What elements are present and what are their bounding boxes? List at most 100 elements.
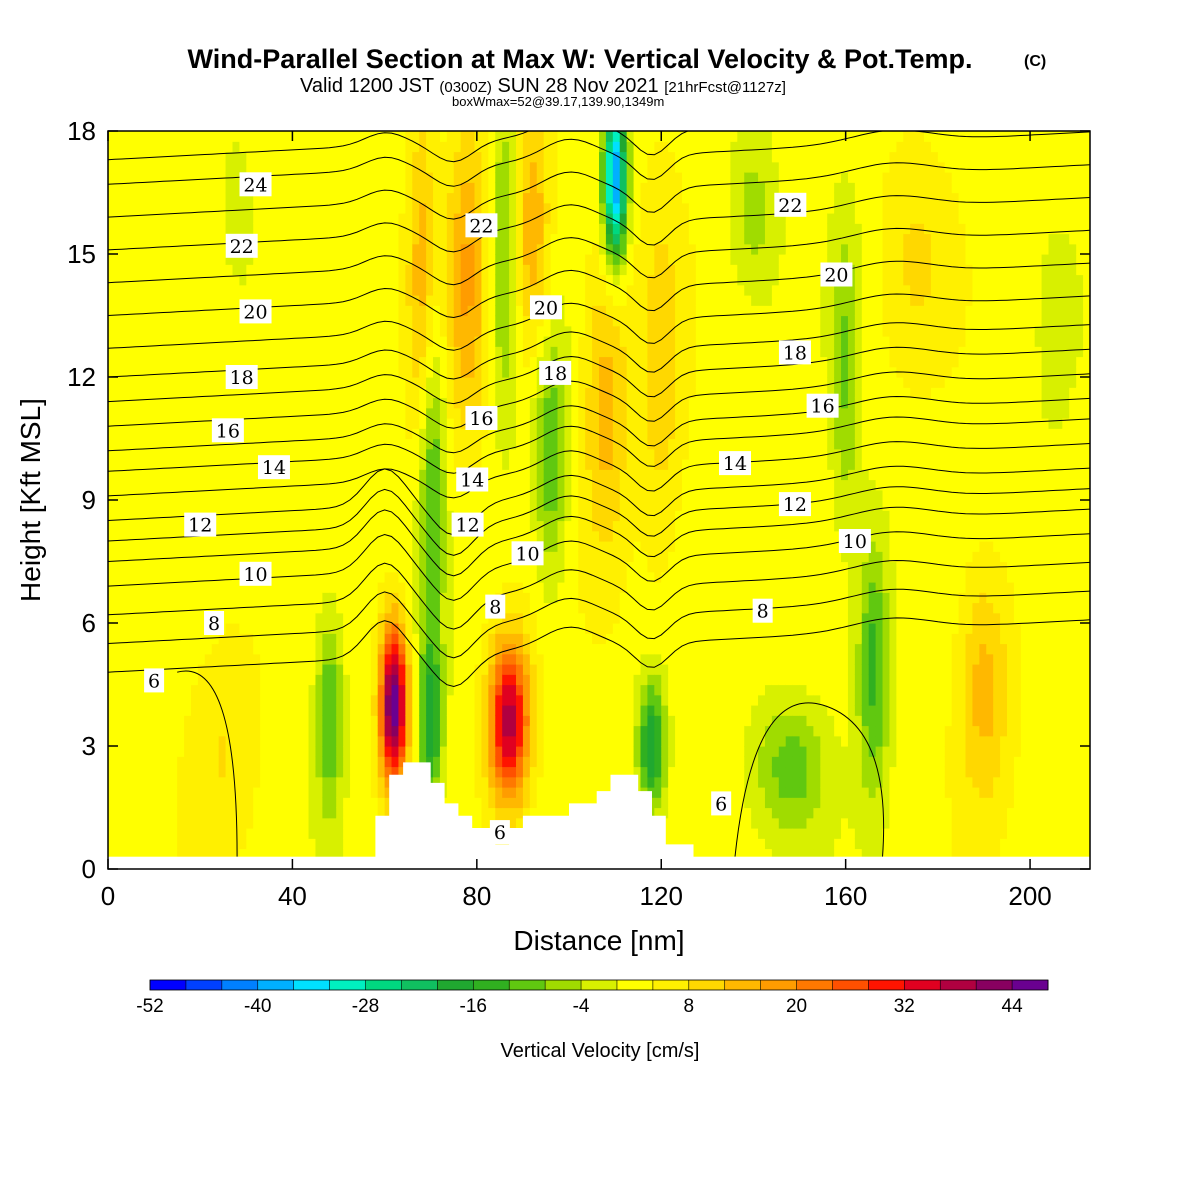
heatmap-cell bbox=[439, 131, 448, 142]
heatmap-cell bbox=[536, 418, 545, 429]
heatmap-cell bbox=[108, 233, 116, 245]
heatmap-cell bbox=[363, 817, 372, 829]
heatmap-cell bbox=[170, 807, 178, 819]
heatmap-cell bbox=[453, 438, 462, 450]
heatmap-cell bbox=[239, 161, 247, 173]
heatmap-cell bbox=[322, 489, 330, 501]
heatmap-cell bbox=[218, 141, 227, 153]
heatmap-cell bbox=[543, 479, 552, 491]
heatmap-cell bbox=[322, 336, 330, 347]
heatmap-cell bbox=[267, 264, 275, 276]
heatmap-cell bbox=[149, 633, 158, 645]
heatmap-cell bbox=[197, 489, 206, 501]
heatmap-cell bbox=[114, 756, 123, 768]
heatmap-cell bbox=[426, 418, 434, 429]
heatmap-cell bbox=[218, 448, 227, 460]
heatmap-cell bbox=[522, 705, 531, 716]
heatmap-cell bbox=[377, 561, 386, 573]
heatmap-cell bbox=[301, 469, 310, 481]
heatmap-cell bbox=[135, 561, 144, 573]
heatmap-cell bbox=[467, 202, 476, 214]
heatmap-cell bbox=[253, 776, 261, 788]
heatmap-cell bbox=[350, 674, 358, 686]
heatmap-cell bbox=[543, 448, 552, 460]
heatmap-cell bbox=[135, 448, 144, 460]
heatmap-cell bbox=[142, 448, 151, 460]
heatmap-cell bbox=[419, 623, 427, 634]
heatmap-cell bbox=[246, 735, 254, 747]
heatmap-cell bbox=[446, 664, 455, 675]
heatmap-cell bbox=[329, 664, 337, 675]
heatmap-cell bbox=[294, 633, 303, 645]
heatmap-cell bbox=[384, 623, 393, 634]
heatmap-cell bbox=[419, 664, 427, 675]
heatmap-cell bbox=[495, 571, 503, 583]
heatmap-cell bbox=[522, 284, 531, 296]
heatmap-cell bbox=[204, 797, 213, 809]
heatmap-cell bbox=[446, 448, 455, 460]
heatmap-cell bbox=[516, 725, 524, 737]
heatmap-cell bbox=[446, 582, 455, 593]
heatmap-cell bbox=[135, 797, 144, 809]
heatmap-cell bbox=[509, 489, 517, 501]
heatmap-cell bbox=[114, 807, 123, 819]
heatmap-cell bbox=[488, 274, 496, 286]
heatmap-cell bbox=[405, 459, 413, 470]
heatmap-cell bbox=[557, 418, 566, 429]
heatmap-cell bbox=[308, 243, 317, 255]
heatmap-cell bbox=[426, 489, 434, 501]
heatmap-cell bbox=[474, 541, 483, 552]
heatmap-cell bbox=[128, 746, 137, 757]
heatmap-cell bbox=[114, 500, 123, 511]
heatmap-cell bbox=[522, 612, 531, 624]
heatmap-cell bbox=[246, 356, 254, 368]
heatmap-cell bbox=[170, 407, 178, 419]
heatmap-cell bbox=[536, 694, 545, 706]
heatmap-cell bbox=[128, 305, 137, 317]
heatmap-cell bbox=[509, 325, 517, 337]
heatmap-cell bbox=[426, 438, 434, 450]
heatmap-cell bbox=[128, 448, 137, 460]
heatmap-cell bbox=[453, 356, 462, 368]
heatmap-cell bbox=[246, 715, 254, 727]
heatmap-cell bbox=[267, 817, 275, 829]
heatmap-cell bbox=[156, 377, 164, 388]
heatmap-cell bbox=[197, 233, 206, 245]
heatmap-cell bbox=[108, 551, 116, 563]
heatmap-cell bbox=[419, 551, 427, 563]
heatmap-cell bbox=[315, 346, 323, 358]
heatmap-cell bbox=[170, 530, 178, 542]
heatmap-cell bbox=[287, 295, 296, 306]
heatmap-cell bbox=[343, 787, 351, 798]
heatmap-cell bbox=[253, 756, 261, 768]
heatmap-cell bbox=[370, 141, 379, 153]
heatmap-cell bbox=[412, 192, 420, 204]
heatmap-cell bbox=[121, 828, 130, 839]
heatmap-cell bbox=[571, 469, 579, 481]
heatmap-cell bbox=[260, 582, 268, 593]
heatmap-cell bbox=[204, 756, 213, 768]
heatmap-cell bbox=[509, 459, 517, 470]
heatmap-cell bbox=[550, 623, 559, 634]
heatmap-cell bbox=[336, 192, 344, 204]
heatmap-cell bbox=[315, 182, 323, 194]
heatmap-cell bbox=[460, 264, 469, 276]
heatmap-cell bbox=[121, 141, 130, 153]
heatmap-cell bbox=[336, 735, 344, 747]
heatmap-cell bbox=[557, 192, 566, 204]
heatmap-cell bbox=[232, 684, 240, 696]
heatmap-cell bbox=[260, 684, 268, 696]
heatmap-cell bbox=[211, 284, 220, 296]
heatmap-cell bbox=[336, 295, 344, 306]
heatmap-cell bbox=[211, 315, 220, 327]
heatmap-cell bbox=[509, 233, 517, 245]
heatmap-cell bbox=[529, 192, 538, 204]
heatmap-cell bbox=[412, 694, 420, 706]
heatmap-cell bbox=[170, 694, 178, 706]
heatmap-cell bbox=[128, 161, 137, 173]
heatmap-cell bbox=[322, 418, 330, 429]
heatmap-cell bbox=[108, 828, 116, 839]
heatmap-cell bbox=[204, 684, 213, 696]
heatmap-cell bbox=[267, 715, 275, 727]
heatmap-cell bbox=[363, 643, 372, 655]
